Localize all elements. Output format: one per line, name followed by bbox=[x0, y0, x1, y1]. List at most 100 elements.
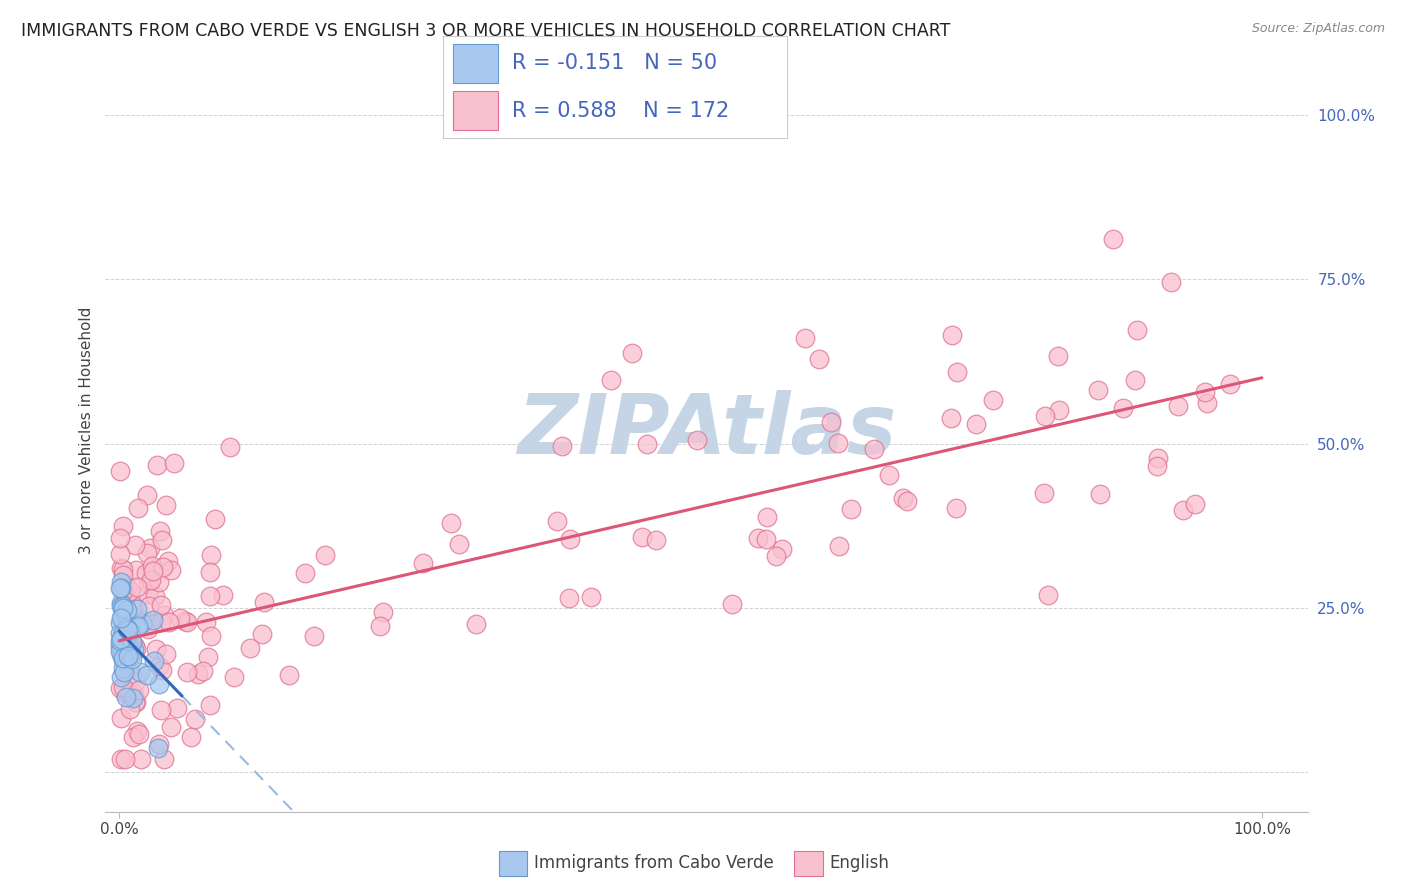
Point bbox=[122, 599, 145, 613]
Point bbox=[941, 327, 963, 342]
Point bbox=[110, 574, 132, 589]
Point bbox=[110, 531, 132, 545]
Point bbox=[946, 365, 969, 379]
Point bbox=[184, 712, 207, 726]
Point bbox=[110, 634, 132, 648]
Point bbox=[120, 682, 142, 697]
Point bbox=[195, 615, 218, 630]
Point bbox=[118, 651, 141, 665]
Point bbox=[114, 690, 136, 704]
Point bbox=[896, 494, 918, 508]
Point bbox=[686, 433, 709, 447]
Point bbox=[125, 641, 148, 656]
Point bbox=[112, 567, 135, 582]
Point bbox=[891, 491, 914, 505]
Bar bbox=[453, 44, 498, 83]
Point bbox=[128, 727, 150, 741]
Point bbox=[1036, 588, 1059, 602]
Point bbox=[110, 639, 132, 653]
Text: IMMIGRANTS FROM CABO VERDE VS ENGLISH 3 OR MORE VEHICLES IN HOUSEHOLD CORRELATIO: IMMIGRANTS FROM CABO VERDE VS ENGLISH 3 … bbox=[21, 22, 950, 40]
Point bbox=[110, 596, 132, 610]
Point bbox=[129, 752, 152, 766]
Point bbox=[150, 599, 173, 613]
Bar bbox=[453, 91, 498, 130]
Point bbox=[644, 533, 666, 547]
Point bbox=[139, 541, 162, 555]
Point bbox=[115, 622, 138, 636]
Point bbox=[139, 616, 162, 631]
Point bbox=[191, 664, 214, 678]
Point bbox=[558, 591, 581, 605]
Point bbox=[200, 549, 222, 563]
Point bbox=[110, 632, 132, 646]
Y-axis label: 3 or more Vehicles in Household: 3 or more Vehicles in Household bbox=[79, 307, 94, 554]
Point bbox=[136, 577, 159, 591]
Point bbox=[120, 687, 142, 701]
Point bbox=[630, 530, 652, 544]
Point bbox=[121, 651, 143, 665]
Point bbox=[142, 655, 165, 669]
Point bbox=[148, 659, 170, 673]
Point bbox=[110, 464, 132, 478]
Point bbox=[118, 624, 141, 639]
Point bbox=[142, 613, 165, 627]
Point bbox=[148, 738, 170, 752]
Point bbox=[1033, 409, 1056, 423]
Point bbox=[174, 614, 197, 628]
Point bbox=[152, 559, 174, 574]
Point bbox=[163, 456, 186, 470]
Point bbox=[620, 346, 643, 360]
Point bbox=[139, 573, 162, 587]
Point bbox=[112, 562, 135, 576]
Point bbox=[1112, 401, 1135, 415]
Point bbox=[198, 565, 221, 579]
Point bbox=[1219, 377, 1241, 392]
Point bbox=[939, 410, 962, 425]
Point bbox=[200, 629, 222, 643]
Point bbox=[128, 665, 150, 679]
Point bbox=[110, 681, 132, 695]
Point bbox=[118, 649, 141, 664]
Point bbox=[765, 549, 787, 563]
Point bbox=[152, 752, 174, 766]
Point bbox=[135, 566, 157, 581]
Point bbox=[122, 643, 145, 657]
Point bbox=[124, 687, 146, 701]
Point bbox=[314, 548, 336, 562]
Point bbox=[146, 741, 169, 756]
Point bbox=[794, 331, 817, 345]
Point bbox=[112, 579, 135, 593]
Point bbox=[146, 458, 169, 472]
Point bbox=[169, 610, 191, 624]
Point bbox=[1033, 486, 1056, 500]
Point bbox=[120, 636, 142, 650]
Point bbox=[160, 563, 183, 577]
Point bbox=[1171, 503, 1194, 517]
Point bbox=[218, 440, 240, 454]
Point bbox=[136, 546, 159, 560]
Point bbox=[110, 599, 132, 613]
Point bbox=[125, 602, 148, 616]
Point bbox=[117, 623, 139, 637]
Point bbox=[600, 372, 623, 386]
Point bbox=[807, 351, 830, 366]
Point bbox=[111, 680, 134, 694]
Point bbox=[877, 468, 900, 483]
Point bbox=[464, 616, 486, 631]
Point bbox=[128, 682, 150, 697]
Point bbox=[112, 599, 135, 614]
Point bbox=[579, 591, 602, 605]
Point bbox=[110, 582, 132, 596]
Text: R = 0.588    N = 172: R = 0.588 N = 172 bbox=[512, 101, 730, 120]
Point bbox=[198, 589, 221, 603]
Point bbox=[156, 554, 179, 568]
Point bbox=[111, 651, 134, 665]
Point bbox=[110, 547, 132, 561]
Point bbox=[112, 583, 135, 598]
Point bbox=[827, 435, 849, 450]
Point bbox=[118, 662, 141, 676]
Point bbox=[118, 584, 141, 599]
Point bbox=[135, 667, 157, 681]
Point bbox=[118, 616, 141, 631]
Point bbox=[110, 581, 132, 595]
